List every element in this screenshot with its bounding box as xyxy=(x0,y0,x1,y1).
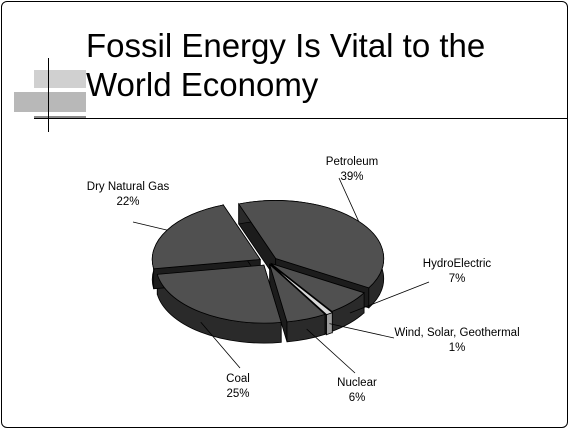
pie-labels: Petroleum 39% HydroElectric 7% Wind, Solar, … xyxy=(87,156,520,404)
pie-value-nuclear: 6% xyxy=(349,392,366,404)
title-underline-rule xyxy=(34,118,568,119)
slide-title-line-1: Fossil Energy Is Vital to the xyxy=(86,27,486,64)
pie-value-petroleum: 39% xyxy=(340,171,363,183)
title-decoration-bar-bottom xyxy=(14,92,86,112)
pie-value-coal: 25% xyxy=(226,388,249,400)
pie-value-dry-natural-gas: 22% xyxy=(116,196,139,208)
title-decoration-vertical-rule xyxy=(48,58,49,132)
pie-leader-wind-solar-geothermal xyxy=(329,323,395,339)
slide-title-line-2: World Economy xyxy=(86,66,319,103)
pie-value-hydroelectric: 7% xyxy=(449,273,466,285)
pie-leader-dry-natural-gas xyxy=(132,221,168,231)
pie-leader-coal xyxy=(200,321,241,369)
pie-slice-tops xyxy=(151,200,385,324)
pie-slice-hydroelectric xyxy=(270,263,365,312)
pie-leader-petroleum xyxy=(338,177,360,222)
pie-label-petroleum: Petroleum xyxy=(326,156,378,168)
pie-slice-side-wind-solar-geothermal xyxy=(326,312,333,336)
pie-label-wind-solar-geothermal: Wind, Solar, Geothermal xyxy=(394,327,519,339)
pie-label-nuclear: Nuclear xyxy=(337,377,377,389)
pie-leader-lines xyxy=(132,177,430,374)
pie-slice-nuclear xyxy=(268,263,326,323)
pie-value-wind-solar-geothermal: 1% xyxy=(449,342,466,354)
slide-title: Fossil Energy Is Vital to the World Econ… xyxy=(86,26,556,104)
pie-label-dry-natural-gas: Dry Natural Gas xyxy=(87,181,170,193)
title-decoration-bar-top xyxy=(34,70,86,88)
pie-leader-nuclear xyxy=(306,328,356,374)
pie-leader-hydroelectric xyxy=(349,281,430,314)
pie-label-coal: Coal xyxy=(226,373,250,385)
pie-slice-wind-solar-geothermal xyxy=(270,264,334,316)
title-decoration-grey-rule xyxy=(34,116,86,118)
pie-label-hydroelectric: HydroElectric xyxy=(423,258,492,270)
pie-slice-coal xyxy=(156,264,282,324)
